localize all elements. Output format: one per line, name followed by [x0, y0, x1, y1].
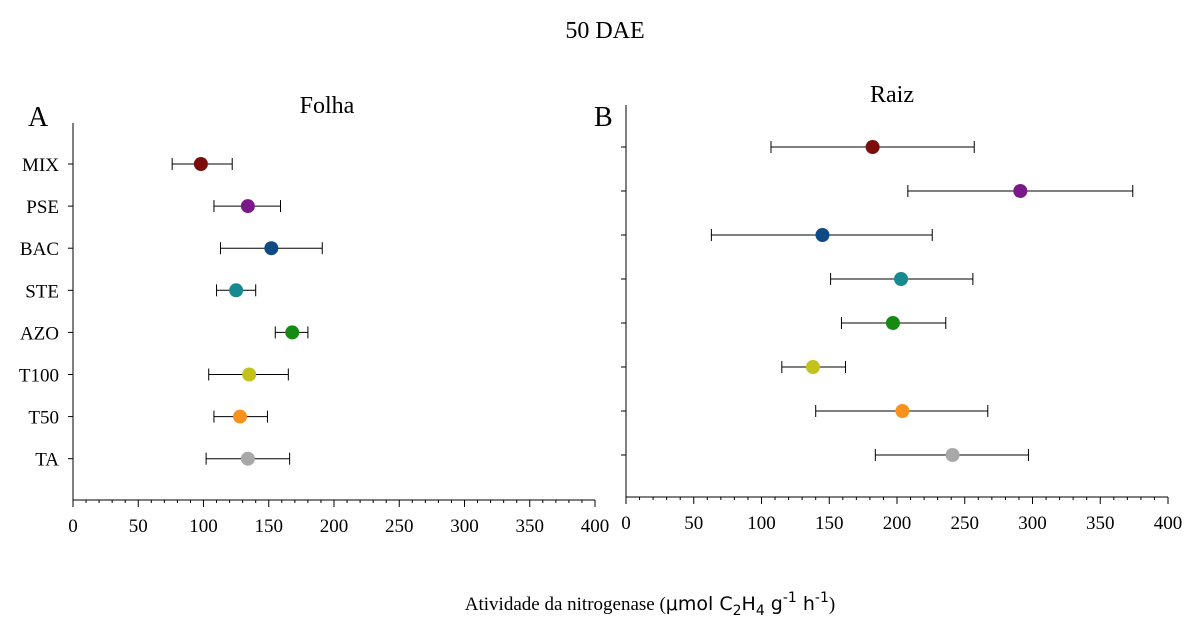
panel-a-plot: 0 50 100 150 200 250 300 350 400 MIX PSE BAC STE AZO T… — [19, 123, 609, 537]
x-tick-label: 100 — [189, 516, 218, 537]
x-tick-label: 250 — [951, 513, 980, 534]
data-point — [895, 404, 910, 418]
data-point — [815, 228, 830, 242]
data-point — [285, 325, 300, 340]
y-tick-label: TA — [35, 450, 59, 471]
data-point — [240, 451, 255, 466]
x-tick-label: 100 — [747, 513, 776, 534]
data-point — [242, 367, 257, 382]
y-tick-label: AZO — [20, 323, 59, 344]
x-tick-label: 300 — [450, 516, 479, 537]
y-tick-label: BAC — [20, 239, 59, 260]
panel-a-label: A — [28, 102, 49, 133]
panel-b-plot: 0 50 100 150 200 250 300 350 400 — [621, 105, 1182, 534]
data-point — [894, 272, 909, 286]
data-point — [805, 360, 820, 374]
x-tick-label: 150 — [815, 513, 844, 534]
x-tick-label: 200 — [320, 516, 349, 537]
x-tick-label: 50 — [684, 513, 703, 534]
x-tick-label: 400 — [581, 516, 610, 537]
x-tick-label: 200 — [883, 513, 912, 534]
x-tick-label: 0 — [68, 516, 78, 537]
data-point — [240, 199, 255, 214]
x-tick-label: 300 — [1018, 513, 1047, 534]
x-tick-label: 0 — [621, 513, 631, 534]
data-point — [1013, 184, 1028, 198]
panel-b-title: Raiz — [870, 82, 914, 108]
data-point — [264, 241, 279, 256]
y-tick-label: T100 — [19, 366, 59, 387]
figure-title: 50 DAE — [565, 18, 644, 44]
x-axis-label: Atividade da nitrogenase (μmol C2H4 g-1 … — [465, 590, 835, 619]
x-tick-label: 400 — [1154, 513, 1183, 534]
y-tick-label: STE — [25, 281, 59, 302]
x-tick-label: 350 — [1086, 513, 1115, 534]
data-point — [865, 140, 880, 154]
x-tick-label: 250 — [385, 516, 414, 537]
x-tick-label: 150 — [255, 516, 284, 537]
panel-a-title: Folha — [300, 93, 355, 119]
data-point — [193, 157, 208, 171]
data-point — [229, 283, 244, 298]
y-tick-label: T50 — [28, 408, 59, 429]
x-tick-label: 350 — [516, 516, 545, 537]
y-tick-label: PSE — [26, 197, 59, 218]
x-tick-label: 50 — [129, 516, 148, 537]
panel-b-label: B — [594, 102, 613, 133]
data-point — [885, 316, 900, 330]
y-tick-label: MIX — [22, 155, 59, 176]
data-point — [233, 409, 248, 424]
data-point — [945, 448, 960, 462]
